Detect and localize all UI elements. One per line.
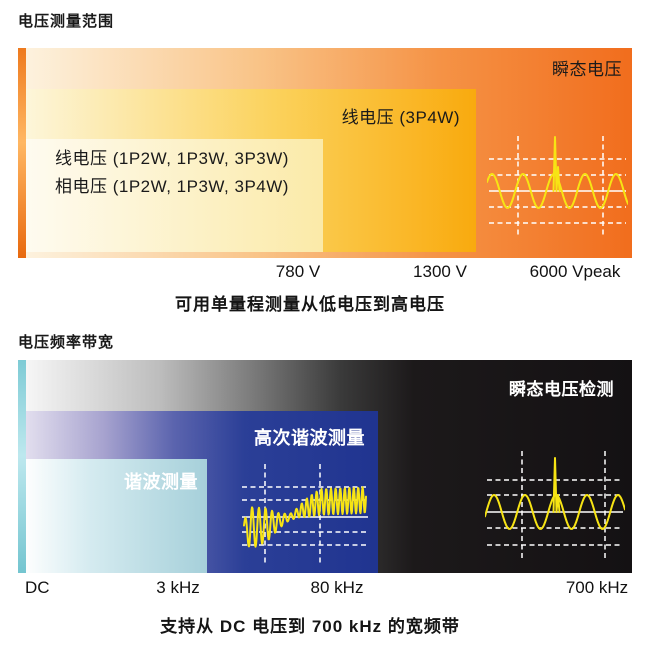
low-voltage-labels: 线电压 (1P2W, 1P3W, 3P3W) 相电压 (1P2W, 1P3W, … (55, 145, 289, 201)
voltage-range-chart: 瞬态电压 线电压 (3P4W) 线电压 (1P2W, 1P3W, 3P3W) 相… (18, 48, 632, 258)
frequency-ticks-row: DC 3 kHz 80 kHz 700 kHz (18, 578, 632, 600)
tick-780v: 780 V (275, 262, 321, 281)
transient-detect-label: 瞬态电压检测 (509, 380, 614, 399)
bandwidth-title: 电压频率带宽 (18, 334, 115, 351)
tick-6000vpeak: 6000 Vpeak (529, 262, 621, 281)
sine-spike-waveform-icon (487, 136, 628, 236)
tick-3khz: 3 kHz (156, 578, 200, 597)
voltage-ticks-row: 780 V 1300 V 6000 Vpeak (18, 262, 632, 284)
tick-dc: DC (25, 578, 50, 597)
voltage-range-caption: 可用单量程测量从低电压到高电压 (175, 295, 445, 314)
dc-start-strip (18, 360, 26, 573)
transient-voltage-label: 瞬态电压 (552, 60, 622, 79)
line-phase-voltage-bar (26, 139, 323, 252)
phase-voltage-multi-label: 相电压 (1P2W, 1P3W, 3P4W) (55, 177, 289, 196)
high-harmonic-label: 高次谐波测量 (254, 428, 365, 448)
line-voltage-3p4w-label: 线电压 (3P4W) (341, 108, 460, 127)
harmonic-sweep-waveform-icon (242, 464, 368, 564)
range-start-strip (18, 48, 26, 258)
tick-1300v: 1300 V (413, 262, 467, 281)
line-voltage-multi-label: 线电压 (1P2W, 1P3W, 3P3W) (55, 149, 289, 168)
bandwidth-caption: 支持从 DC 电压到 700 kHz 的宽频带 (160, 617, 460, 636)
voltage-range-title: 电压测量范围 (18, 13, 115, 30)
harmonic-bar (26, 459, 207, 573)
sine-spike-waveform-icon (485, 451, 625, 559)
harmonic-label: 谐波测量 (124, 472, 198, 492)
bandwidth-chart: 瞬态电压检测 高次谐波测量 谐波测量 (18, 360, 632, 573)
tick-80khz: 80 kHz (310, 578, 364, 597)
tick-700khz: 700 kHz (565, 578, 629, 597)
